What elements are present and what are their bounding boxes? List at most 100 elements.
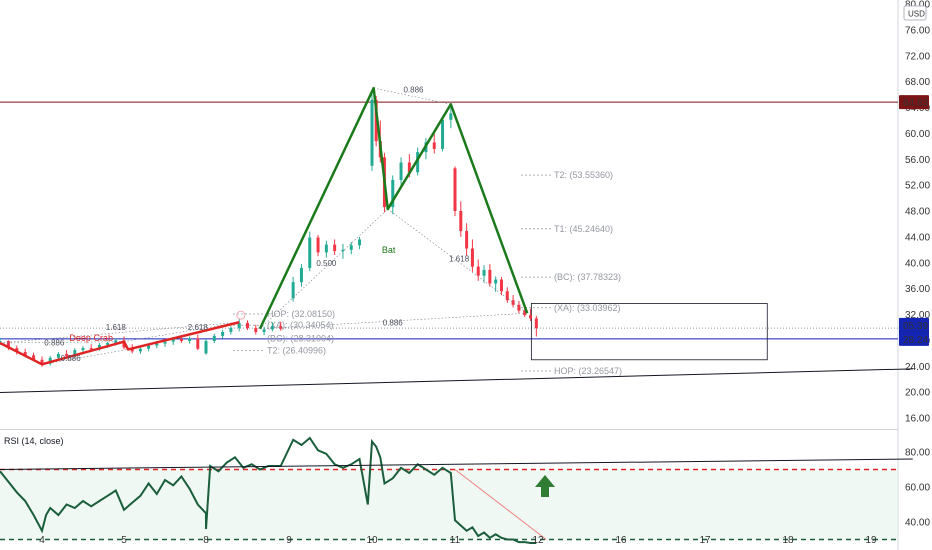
candle-body [196, 338, 200, 349]
candle-body [0, 341, 2, 343]
candle-body [432, 142, 436, 149]
overlay-lines: T2: (53.55360) T1: (45.24640) (BC): (37.78… [0, 101, 913, 393]
rsi-tick-label: 40.00 [905, 518, 930, 529]
candle-body [155, 343, 159, 346]
candle-body [237, 322, 241, 329]
time-tick-label: 18 [782, 535, 794, 546]
candle-body [465, 231, 469, 249]
price-tick-label: 56.00 [905, 155, 930, 166]
candle-body [505, 291, 509, 301]
pattern-ratio-label: 0.886 [383, 318, 404, 327]
candle-body [476, 266, 480, 276]
candle-body [171, 339, 175, 342]
trendline-support [0, 368, 913, 393]
trendline-rsi-trend [0, 458, 913, 470]
candle-body [459, 211, 463, 232]
candle-body [299, 267, 303, 283]
level-label: HOP: (23.26547) [554, 366, 622, 376]
candle-body [32, 355, 36, 360]
price-marker[interactable] [899, 95, 929, 110]
level-label: (BC): (37.78323) [554, 272, 621, 282]
candle-body [523, 310, 527, 316]
time-tick-label: 12 [532, 535, 544, 546]
candle-body [138, 348, 142, 352]
price-tick-label: 40.00 [905, 258, 930, 269]
price-tick-label: 44.00 [905, 232, 930, 243]
candle-body [15, 348, 19, 353]
time-tick-label: 17 [699, 535, 711, 546]
candle-body [449, 113, 453, 120]
candle-body [358, 239, 362, 246]
axes[interactable]: 80.0076.0072.0068.0064.0060.0056.0052.00… [39, 0, 930, 546]
rsi-tick-label: 60.00 [905, 483, 930, 494]
candle-body [341, 249, 345, 252]
pattern-ratio-label: 0.500 [316, 259, 337, 268]
candle-body [511, 300, 515, 305]
time-tick-label: 9 [286, 535, 292, 546]
pattern-point-marker [236, 310, 246, 320]
price-tick-label: 36.00 [905, 284, 930, 295]
pattern-name-label: Deep Crab [69, 333, 113, 343]
candle-body [221, 331, 225, 336]
candle-body [488, 269, 492, 284]
pattern-ratio-label: 0.886 [61, 354, 82, 363]
pattern-bat [258, 86, 529, 330]
pane-divider [0, 429, 898, 430]
rsi-line [0, 436, 537, 544]
price-tick-label: 68.00 [905, 77, 930, 88]
level-label: T2: (53.55360) [554, 170, 613, 180]
time-tick-label: 10 [366, 535, 378, 546]
rsi-title[interactable]: RSI (14, close) [4, 436, 64, 446]
candle-body [308, 237, 312, 268]
time-tick-label: 16 [615, 535, 627, 546]
candle-body [81, 348, 85, 351]
currency-badge[interactable] [903, 5, 927, 21]
pattern-deep-crab [0, 321, 240, 366]
price-tick-label: 32.00 [905, 310, 930, 321]
candle-body [529, 315, 533, 319]
price-marker-label: 28.24 [903, 335, 928, 346]
countdown-marker [899, 317, 929, 332]
candle-body [147, 345, 151, 349]
candle-body [494, 279, 498, 284]
candle-body [374, 99, 378, 142]
pattern-ratio-label: 1.618 [449, 254, 470, 263]
candle-body [370, 99, 374, 166]
candle-body [391, 179, 395, 208]
level-label: T1: (45.24640) [554, 224, 613, 234]
candle-body [229, 328, 233, 332]
candle-body [399, 162, 403, 180]
price-marker-label: 64.83 [903, 98, 928, 109]
time-tick-label: 8 [203, 535, 209, 546]
price-marker[interactable] [899, 331, 929, 346]
pattern-ratio-label: 1.618 [106, 323, 127, 332]
pattern-ratio-label: 0.886 [44, 339, 65, 348]
currency-label: USD [908, 10, 925, 19]
price-tick-label: 80.00 [905, 0, 930, 11]
price-tick-label: 20.00 [905, 388, 930, 399]
candle-body [499, 279, 503, 292]
pattern-name-label: Bat [382, 245, 396, 255]
rsi-pane: RSI (14, close) 80.00 60.00 40.00 [0, 436, 930, 544]
time-tick-label: 4 [39, 535, 45, 546]
pattern-ratio-line [259, 208, 388, 329]
time-tick-label: 5 [121, 535, 127, 546]
candle-body [254, 328, 258, 332]
pattern-ratio-line [387, 208, 528, 314]
grid [0, 0, 899, 550]
pattern-ratio-label: 2.618 [188, 323, 209, 332]
candle-body [333, 244, 337, 252]
level-label: (BC): (28.31004) [267, 333, 334, 343]
candle-body [416, 152, 420, 173]
candle-body [89, 348, 93, 350]
candle-body [23, 352, 27, 356]
pattern-ratio-line [41, 349, 129, 365]
candle-body [262, 329, 266, 332]
target-box [530, 303, 768, 361]
countdown-label: 05:39 [903, 321, 928, 332]
rsi-tick-label: 80.00 [905, 448, 930, 459]
pattern-ratio-line [0, 321, 240, 344]
pattern-ratio-line [259, 312, 528, 330]
candle-body [40, 359, 44, 364]
candle-body [73, 350, 77, 356]
